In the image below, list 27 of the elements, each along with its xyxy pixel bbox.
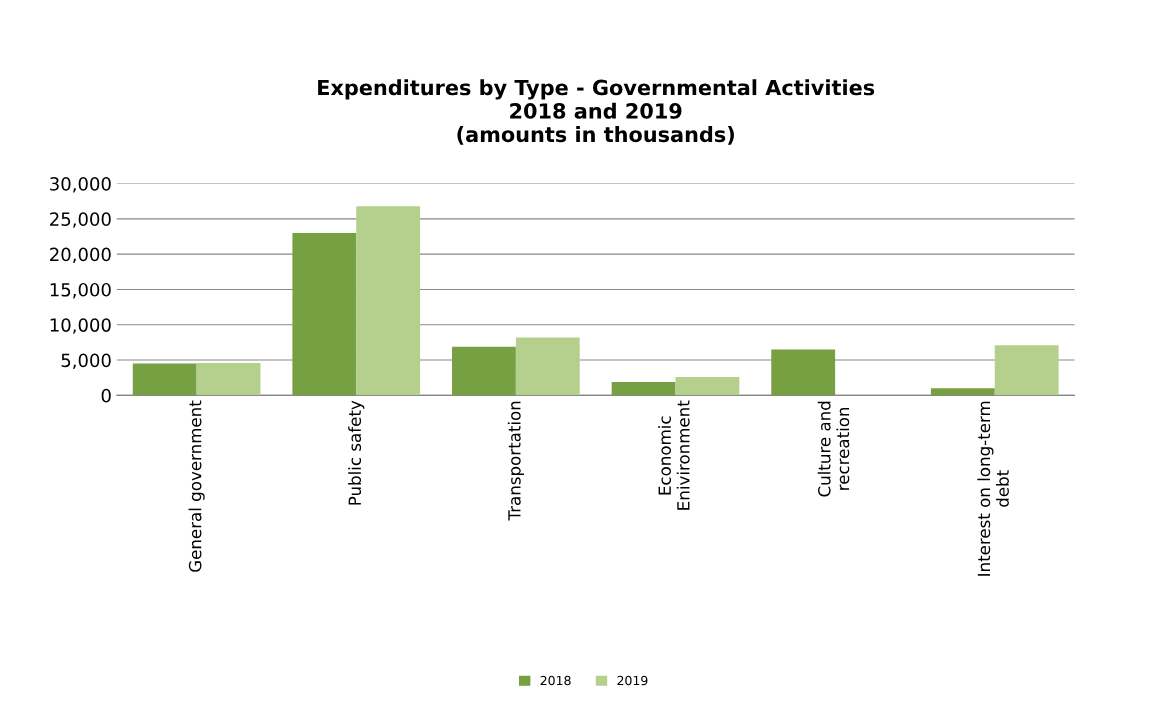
- bar: [515, 337, 580, 396]
- bar: [771, 349, 836, 396]
- bar: [611, 381, 676, 396]
- y-tick-label: 15,000: [50, 282, 111, 299]
- legend-label: 2019: [617, 675, 648, 686]
- bar: [675, 377, 740, 396]
- y-tick-label: 20,000: [50, 247, 111, 264]
- bar: [356, 206, 421, 396]
- y-tick-label: 25,000: [50, 212, 111, 228]
- legend-label: 2018: [540, 675, 571, 686]
- bar: [196, 362, 261, 396]
- x-tick-label: Economic Enivironment: [658, 400, 690, 510]
- bar: [132, 363, 197, 396]
- x-tick-label: Public safety: [348, 400, 365, 505]
- y-tick-label: 0: [101, 388, 111, 403]
- y-tick-label: 30,000: [50, 177, 111, 193]
- y-tick-label: 5,000: [61, 353, 111, 370]
- bar: [292, 232, 357, 396]
- x-tick-label: Culture and recreation: [817, 401, 850, 497]
- bar: [930, 388, 995, 396]
- chart-title: Expenditures by Type - Governmental Activities 2018 and 2019 (amounts in thousands): [318, 79, 875, 145]
- x-tick-label: Interest on long-term debt: [977, 401, 1009, 576]
- x-tick-label: General government: [188, 400, 205, 572]
- bar: [452, 346, 516, 396]
- bar: [994, 345, 1059, 396]
- x-tick-label: Transportation: [507, 401, 524, 521]
- y-tick-label: 10,000: [50, 318, 111, 334]
